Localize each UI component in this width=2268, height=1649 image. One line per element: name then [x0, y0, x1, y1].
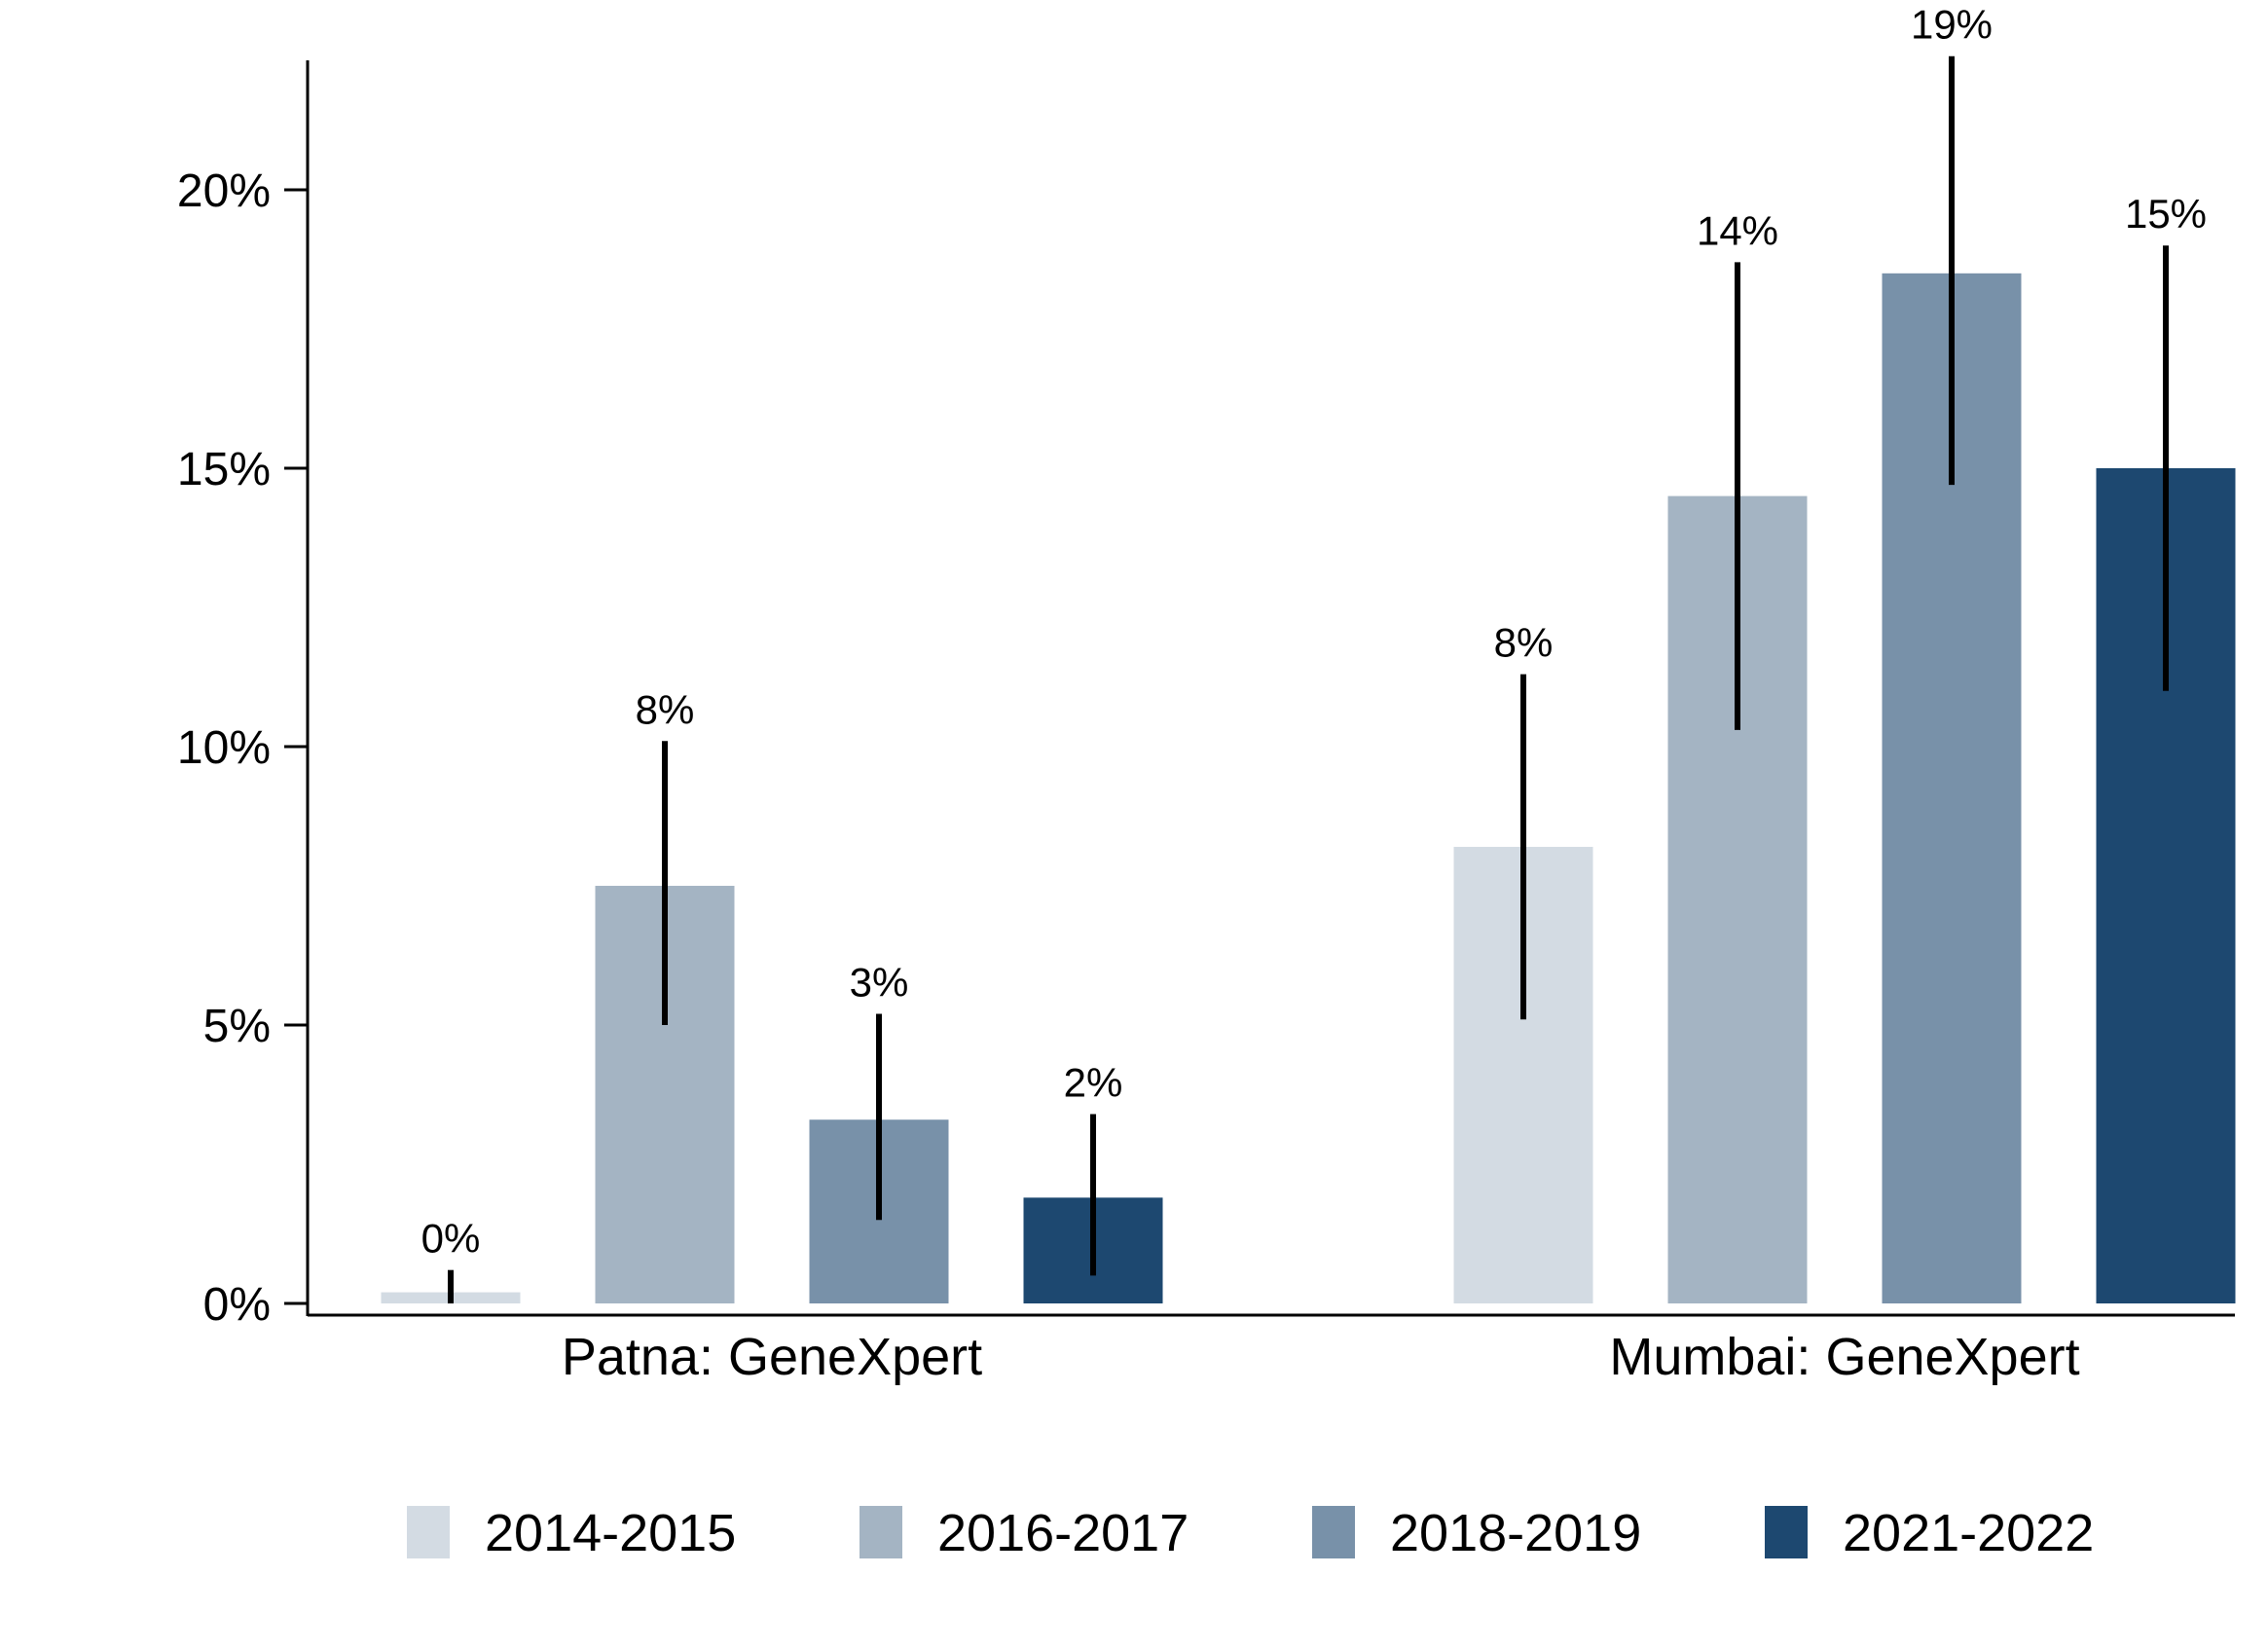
legend-swatch: [1765, 1506, 1808, 1558]
data-label: 15%: [2125, 191, 2207, 237]
data-label: 14%: [1697, 207, 1778, 253]
axes-layer: [306, 60, 2235, 1317]
category-label: Patna: GeneXpert: [562, 1328, 982, 1386]
category-labels-layer: Patna: GeneXpert Mumbai: GeneXpert: [562, 1328, 2080, 1386]
data-label: 3%: [850, 960, 909, 1006]
data-label: 19%: [1911, 2, 1993, 48]
data-label: 8%: [1494, 620, 1554, 666]
y-ticks-layer: 0% 5% 10% 15% 20%: [177, 165, 308, 1331]
legend-label: 2018-2019: [1390, 1504, 1641, 1562]
y-tick-label: 10%: [177, 722, 271, 774]
legend: 2014-2015 2016-2017 2018-2019 2021-2022: [407, 1504, 2094, 1562]
data-labels-layer: 0% 8% 8% 14% 3% 19% 2% 15%: [421, 2, 2207, 1262]
category-label: Mumbai: GeneXpert: [1609, 1328, 2079, 1386]
legend-label: 2021-2022: [1843, 1504, 2094, 1562]
y-tick-label: 0%: [203, 1279, 271, 1331]
data-label: 0%: [421, 1216, 481, 1262]
y-tick-label: 20%: [177, 165, 271, 217]
error-bars-layer: [448, 55, 2169, 1303]
y-tick-label: 15%: [177, 444, 271, 495]
legend-swatch: [860, 1506, 902, 1558]
data-label: 2%: [1064, 1060, 1123, 1106]
legend-swatch: [1312, 1506, 1355, 1558]
legend-swatch: [407, 1506, 450, 1558]
legend-label: 2016-2017: [937, 1504, 1189, 1562]
data-label: 8%: [636, 686, 695, 732]
y-tick-label: 5%: [203, 1001, 271, 1052]
legend-label: 2014-2015: [485, 1504, 736, 1562]
bars-layer: [381, 273, 2236, 1304]
